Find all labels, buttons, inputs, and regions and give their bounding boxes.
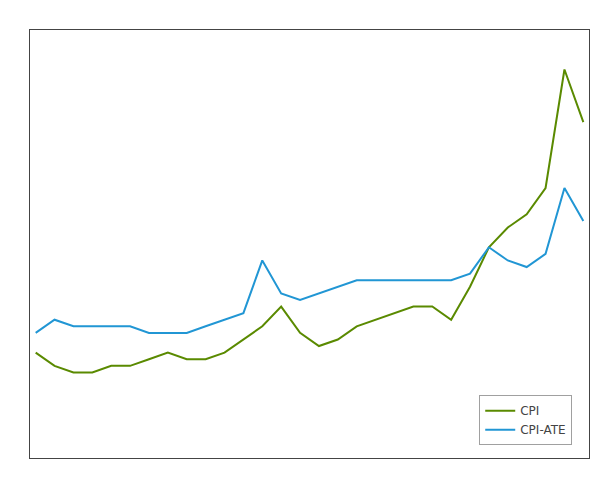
svg-text:CPI-ATE: CPI-ATE: [520, 423, 565, 437]
svg-text:CPI: CPI: [520, 404, 539, 418]
